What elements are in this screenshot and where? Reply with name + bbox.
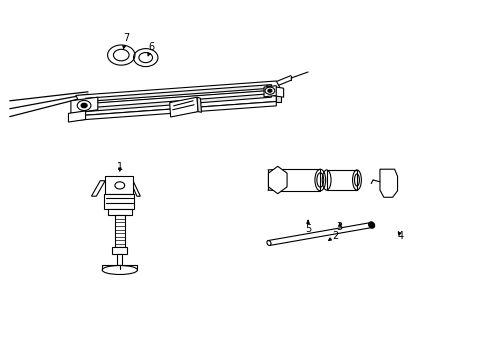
Polygon shape: [68, 111, 85, 122]
Polygon shape: [117, 254, 122, 265]
Polygon shape: [278, 169, 320, 191]
Polygon shape: [105, 176, 133, 194]
Circle shape: [267, 89, 271, 92]
Polygon shape: [264, 86, 276, 97]
Polygon shape: [85, 94, 271, 112]
Polygon shape: [169, 97, 198, 117]
Text: 6: 6: [147, 42, 154, 56]
Polygon shape: [76, 81, 281, 104]
Polygon shape: [112, 247, 127, 254]
Polygon shape: [276, 90, 281, 102]
Polygon shape: [104, 194, 134, 209]
Text: 7: 7: [122, 33, 129, 49]
Polygon shape: [76, 102, 276, 120]
Text: 4: 4: [397, 231, 403, 241]
Text: 5: 5: [305, 220, 310, 234]
Polygon shape: [379, 169, 397, 197]
Polygon shape: [71, 97, 98, 113]
Polygon shape: [108, 209, 131, 215]
Polygon shape: [197, 97, 201, 112]
Ellipse shape: [368, 222, 374, 228]
Polygon shape: [326, 170, 356, 190]
Polygon shape: [115, 215, 124, 247]
Polygon shape: [91, 181, 105, 196]
Polygon shape: [266, 86, 283, 97]
Polygon shape: [268, 166, 286, 194]
Circle shape: [81, 103, 87, 108]
Text: 3: 3: [336, 222, 342, 232]
Polygon shape: [76, 90, 276, 116]
Text: 2: 2: [328, 231, 337, 241]
Text: 1: 1: [117, 162, 122, 172]
Ellipse shape: [102, 266, 137, 274]
Polygon shape: [85, 85, 271, 102]
Polygon shape: [130, 182, 140, 196]
